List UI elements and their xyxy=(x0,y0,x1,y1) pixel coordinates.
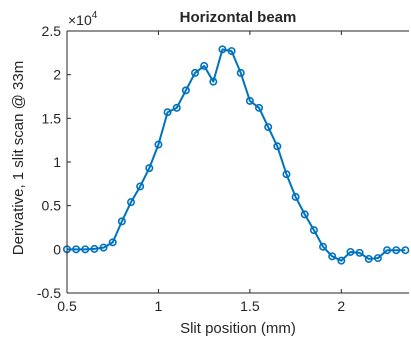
data-point-marker xyxy=(355,248,364,257)
data-point-marker xyxy=(154,140,163,149)
data-point-marker xyxy=(136,182,145,191)
data-point-marker xyxy=(328,252,337,261)
data-point-marker xyxy=(209,77,218,86)
data-point-marker xyxy=(291,192,300,201)
data-point-marker xyxy=(127,198,136,207)
data-point-marker xyxy=(383,246,392,255)
data-point-marker xyxy=(99,243,108,252)
x-tick-label: 1.5 xyxy=(240,298,260,314)
data-point-marker xyxy=(255,103,264,112)
y-exponent-base: ×10 xyxy=(68,12,92,28)
y-tick-label: 2.5 xyxy=(42,23,62,39)
data-point-marker xyxy=(227,47,236,56)
data-point-marker xyxy=(172,103,181,112)
data-point-marker xyxy=(200,61,209,70)
data-point-marker xyxy=(90,244,99,253)
data-point-marker xyxy=(236,68,245,77)
x-axis-title: Slit position (mm) xyxy=(180,320,296,337)
chart-title: Horizontal beam xyxy=(180,9,297,26)
y-axis-title: Derivative, 1 slit scan @ 33m xyxy=(10,61,27,255)
x-tick-label: 0.5 xyxy=(57,298,77,314)
x-tick-label: 1 xyxy=(155,298,163,314)
data-point-marker xyxy=(218,45,227,54)
data-point-marker xyxy=(346,247,355,256)
y-tick-label: 0.5 xyxy=(42,198,62,214)
data-point-marker xyxy=(245,96,254,105)
data-point-marker xyxy=(392,246,401,255)
x-tick-label: 2 xyxy=(337,298,345,314)
y-tick-label: 1 xyxy=(53,154,61,170)
ticks-group: 0.5 1 1.5 2 -0.5 0 0.5 1 1.5 2 2.5 xyxy=(37,23,346,314)
data-point-marker xyxy=(72,245,81,254)
data-point-marker xyxy=(163,108,172,117)
data-point-marker xyxy=(309,226,318,235)
data-point-marker xyxy=(300,210,309,219)
data-point-marker xyxy=(117,217,126,226)
data-point-marker xyxy=(273,142,282,151)
y-exponent-label: ×104 xyxy=(68,10,98,28)
data-point-marker xyxy=(108,238,117,247)
y-tick-label: 1.5 xyxy=(42,110,62,126)
data-point-marker xyxy=(264,123,273,132)
y-tick-label: 0 xyxy=(53,241,61,257)
data-point-marker xyxy=(364,254,373,263)
data-point-marker xyxy=(81,245,90,254)
data-point-marker xyxy=(181,86,190,95)
data-point-marker xyxy=(373,254,382,263)
axes-group xyxy=(66,30,409,294)
data-point-marker xyxy=(401,246,410,255)
y-tick-label: -0.5 xyxy=(37,285,61,301)
series-group xyxy=(62,45,410,265)
data-point-marker xyxy=(282,170,291,179)
y-exponent-power: 4 xyxy=(92,10,98,21)
y-tick-label: 2 xyxy=(53,67,61,83)
data-point-marker xyxy=(145,164,154,173)
data-point-marker xyxy=(319,242,328,251)
data-point-marker xyxy=(337,256,346,265)
data-point-marker xyxy=(191,68,200,77)
